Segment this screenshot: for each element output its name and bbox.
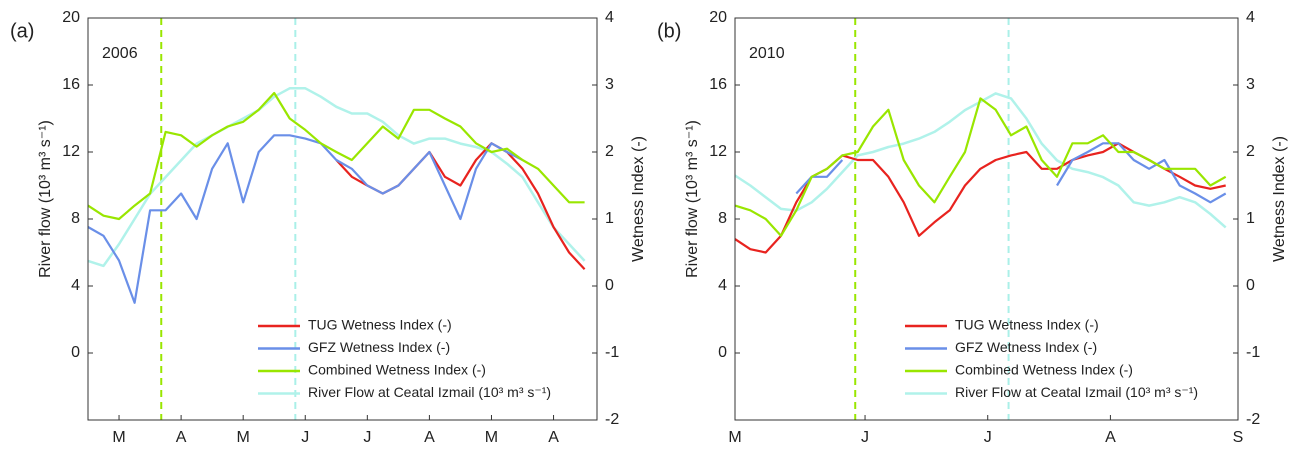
series-line (87, 134, 524, 304)
legend-label: GFZ Wetness Index (-) (308, 339, 450, 355)
series-line (87, 87, 586, 268)
y2-tick-label: 3 (1246, 76, 1255, 93)
y2-tick-label: 0 (1246, 277, 1255, 294)
series-line (335, 142, 586, 271)
x-tick-label: A (424, 429, 435, 446)
y-tick-label: 8 (71, 210, 80, 227)
y-tick-label: 0 (71, 344, 80, 361)
plot-frame (734, 17, 1239, 421)
series-line (87, 91, 585, 221)
x-tick-label: M (728, 429, 741, 446)
plot-frame (87, 17, 598, 421)
y-tick-label: 4 (718, 277, 727, 294)
legend-label: TUG Wetness Index (-) (955, 317, 1099, 333)
legend-label: Combined Wetness Index (-) (308, 362, 486, 378)
y2-tick-label: -1 (605, 344, 619, 361)
y-axis-label: River flow (10³ m³ s⁻¹) (684, 120, 701, 278)
y-tick-label: 8 (718, 210, 727, 227)
legend-label: TUG Wetness Index (-) (308, 317, 452, 333)
legend-label: River Flow at Ceatal Izmail (10³ m³ s⁻¹) (308, 384, 551, 400)
y2-axis-label: Wetness Index (-) (630, 136, 647, 262)
y2-tick-label: 2 (1246, 143, 1255, 160)
y2-tick-label: -1 (1246, 344, 1260, 361)
x-tick-label: J (984, 429, 992, 446)
panel-label: (b) (657, 20, 681, 42)
y2-tick-label: 3 (605, 76, 614, 93)
x-tick-label: J (861, 429, 869, 446)
y-tick-label: 12 (709, 143, 727, 160)
y-tick-label: 20 (709, 9, 727, 26)
series-line (734, 142, 1226, 254)
series-line (795, 142, 1227, 204)
series-line (734, 92, 1227, 229)
x-tick-label: A (176, 429, 187, 446)
legend-label: River Flow at Ceatal Izmail (10³ m³ s⁻¹) (955, 384, 1198, 400)
year-annotation: 2006 (102, 45, 138, 62)
y2-tick-label: -2 (605, 411, 619, 428)
x-tick-label: S (1233, 429, 1244, 446)
y-tick-label: 0 (718, 344, 727, 361)
y2-tick-label: 2 (605, 143, 614, 160)
y2-tick-label: -2 (1246, 411, 1260, 428)
year-annotation: 2010 (749, 45, 785, 62)
y-axis-label: River flow (10³ m³ s⁻¹) (37, 120, 54, 278)
y-tick-label: 4 (71, 277, 80, 294)
y2-tick-label: 1 (1246, 210, 1255, 227)
x-tick-label: A (1105, 429, 1116, 446)
y-tick-label: 20 (62, 9, 80, 26)
x-tick-label: J (301, 429, 309, 446)
y2-tick-label: 4 (1246, 9, 1255, 26)
x-tick-label: M (112, 429, 125, 446)
y2-tick-label: 4 (605, 9, 614, 26)
y2-tick-label: 0 (605, 277, 614, 294)
legend-label: GFZ Wetness Index (-) (955, 339, 1097, 355)
x-tick-label: M (237, 429, 250, 446)
y2-tick-label: 1 (605, 210, 614, 227)
y-tick-label: 16 (709, 76, 727, 93)
x-tick-label: J (363, 429, 371, 446)
y-tick-label: 12 (62, 143, 80, 160)
series-line (734, 97, 1227, 237)
x-tick-label: M (485, 429, 498, 446)
panel-label: (a) (10, 20, 34, 42)
x-tick-label: A (548, 429, 559, 446)
y2-axis-label: Wetness Index (-) (1271, 136, 1288, 262)
y-tick-label: 16 (62, 76, 80, 93)
legend-label: Combined Wetness Index (-) (955, 362, 1133, 378)
